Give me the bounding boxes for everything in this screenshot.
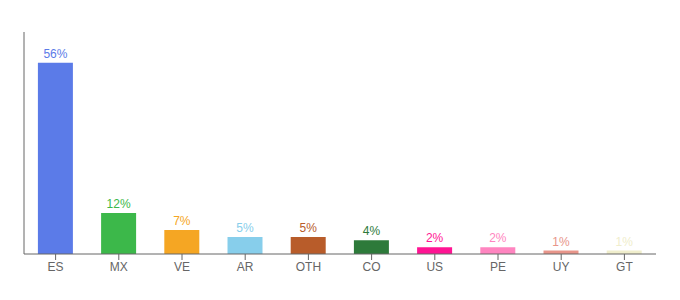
svg-text:12%: 12% (107, 197, 131, 211)
svg-text:2%: 2% (489, 231, 507, 245)
svg-text:5%: 5% (236, 221, 254, 235)
svg-text:1%: 1% (616, 235, 634, 249)
svg-text:1%: 1% (552, 235, 570, 249)
svg-text:4%: 4% (363, 224, 381, 238)
svg-text:US: US (426, 260, 443, 274)
svg-text:UY: UY (553, 260, 570, 274)
svg-text:PE: PE (490, 260, 506, 274)
svg-text:56%: 56% (43, 47, 67, 61)
svg-text:GT: GT (616, 260, 633, 274)
svg-text:VE: VE (174, 260, 190, 274)
svg-text:OTH: OTH (296, 260, 321, 274)
svg-text:7%: 7% (173, 214, 191, 228)
svg-text:ES: ES (48, 260, 64, 274)
svg-text:2%: 2% (426, 231, 444, 245)
svg-text:MX: MX (110, 260, 128, 274)
svg-text:CO: CO (363, 260, 381, 274)
svg-text:5%: 5% (300, 221, 318, 235)
svg-text:AR: AR (237, 260, 254, 274)
